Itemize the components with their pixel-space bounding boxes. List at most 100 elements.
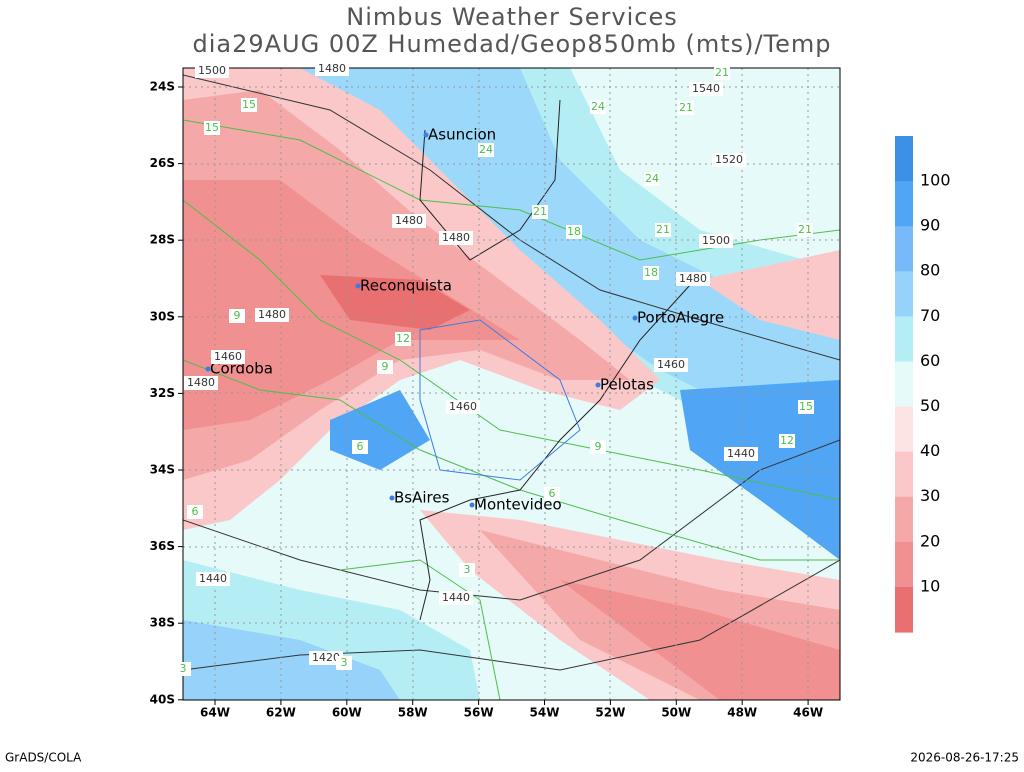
- colorbar-label: 90: [920, 216, 940, 235]
- contour-label-bg: [655, 223, 671, 237]
- contour-label-bg: [241, 98, 257, 112]
- contour-label-bg: [211, 350, 245, 364]
- temperature-label: 24: [645, 172, 659, 185]
- contour-label-bg: [654, 358, 688, 372]
- temperature-label: 21: [715, 66, 729, 79]
- colorbar-swatch: [895, 496, 913, 543]
- city-dot: [423, 132, 429, 138]
- temperature-label: 21: [656, 223, 670, 236]
- lat-label: 38S: [150, 616, 175, 630]
- contour-label-bg: [336, 656, 352, 670]
- lon-label: 60W: [332, 706, 362, 720]
- contour-label-bg: [204, 121, 220, 135]
- contour-label-bg: [315, 62, 349, 76]
- geopotential-label: 1480: [442, 231, 470, 244]
- temperature-label: 18: [644, 266, 658, 279]
- city-dot: [595, 382, 601, 388]
- lon-label: 58W: [398, 706, 428, 720]
- temperature-label: 12: [780, 434, 794, 447]
- footer-right: 2026-08-26-17:25: [910, 751, 1019, 765]
- geopotential-label: 1480: [318, 62, 346, 75]
- city-label: Montevideo: [474, 496, 562, 514]
- city-dot: [355, 283, 361, 289]
- contour-label-bg: [392, 214, 426, 228]
- temperature-label: 6: [549, 487, 556, 500]
- contour-label-bg: [196, 572, 230, 586]
- lat-label: 34S: [150, 463, 175, 477]
- city-label: BsAires: [394, 489, 450, 507]
- colorbar-label: 80: [920, 261, 940, 280]
- contour-label-bg: [184, 376, 218, 390]
- temperature-label: 21: [533, 205, 547, 218]
- geopotential-label: 1480: [187, 376, 215, 389]
- temperature-label: 21: [679, 101, 693, 114]
- lat-label: 32S: [150, 386, 175, 400]
- contour-label-bg: [229, 309, 245, 323]
- colorbar-label: 100: [920, 171, 951, 190]
- lat-label: 26S: [150, 156, 175, 170]
- footer-left: GrADS/COLA: [5, 751, 82, 765]
- lat-label: 40S: [150, 692, 175, 706]
- contour-label-bg: [195, 64, 229, 78]
- contour-label-bg: [797, 223, 813, 237]
- lon-label: 46W: [793, 706, 823, 720]
- contour-label-bg: [255, 308, 289, 322]
- temperature-label: 18: [567, 225, 581, 238]
- contour-label-bg: [439, 591, 473, 605]
- lon-label: 48W: [727, 706, 757, 720]
- geopotential-label: 1440: [199, 572, 227, 585]
- temperature-label: 6: [192, 505, 199, 518]
- temperature-label: 24: [479, 143, 493, 156]
- contour-label-bg: [643, 266, 659, 280]
- lon-label: 52W: [595, 706, 625, 720]
- colorbar-label: 20: [920, 531, 940, 550]
- colorbar-label: 10: [920, 576, 940, 595]
- contour-label-bg: [532, 205, 548, 219]
- temperature-label: 9: [382, 360, 389, 373]
- contour-label-bg: [459, 563, 475, 577]
- contour-label-bg: [566, 225, 582, 239]
- contour-label-bg: [714, 66, 730, 80]
- colorbar-swatch: [895, 361, 913, 408]
- temperature-label: 3: [464, 563, 471, 576]
- contour-label-bg: [446, 400, 480, 414]
- colorbar-swatch: [895, 451, 913, 498]
- contour-label-bg: [644, 172, 660, 186]
- geopotential-label: 1420: [312, 651, 340, 664]
- lon-label: 54W: [530, 706, 560, 720]
- colorbar-swatch: [895, 136, 913, 182]
- city-label: Pelotas: [600, 376, 654, 394]
- colorbar-swatch: [895, 181, 913, 227]
- contour-label-bg: [798, 400, 814, 414]
- geopotential-label: 1460: [657, 358, 685, 371]
- temperature-label: 6: [357, 440, 364, 453]
- contour-label-bg: [590, 440, 606, 454]
- temperature-label: 15: [242, 98, 256, 111]
- colorbar: 100 90 80 70 60 50 40 30 20 10: [895, 136, 951, 633]
- city-label: PortoAlegre: [637, 309, 724, 327]
- temperature-label: 12: [396, 332, 410, 345]
- contour-label-bg: [187, 505, 203, 519]
- contour-label-bg: [439, 231, 473, 245]
- city-dot: [469, 502, 475, 508]
- contour-label-bg: [724, 447, 758, 461]
- colorbar-swatch: [895, 271, 913, 317]
- lat-label: 36S: [150, 539, 175, 553]
- temperature-label: 9: [234, 309, 241, 322]
- city-dot: [632, 315, 638, 321]
- geopotential-label: 1500: [702, 234, 730, 247]
- lon-label: 56W: [464, 706, 494, 720]
- geopotential-label: 1500: [198, 64, 226, 77]
- temperature-label: 21: [798, 223, 812, 236]
- colorbar-swatch: [895, 316, 913, 362]
- lat-label: 30S: [150, 309, 175, 323]
- geopotential-label: 1520: [715, 153, 743, 166]
- temperature-label: 24: [591, 100, 605, 113]
- colorbar-label: 50: [920, 396, 940, 415]
- colorbar-swatch: [895, 406, 913, 453]
- temperature-label: 9: [595, 440, 602, 453]
- contour-label-bg: [309, 651, 343, 665]
- contour-label-bg: [712, 153, 746, 167]
